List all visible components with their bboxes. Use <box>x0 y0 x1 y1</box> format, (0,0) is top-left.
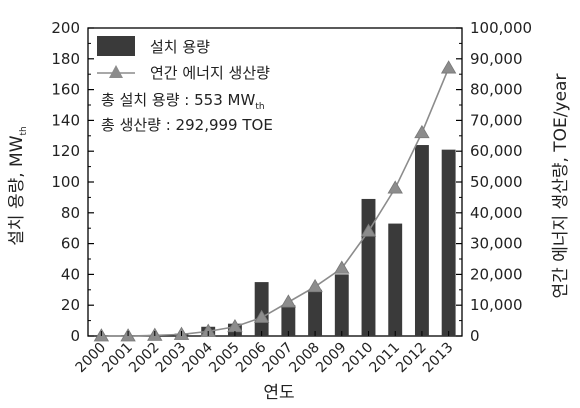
bar-2008 <box>308 289 323 336</box>
left-tick-label: 0 <box>70 327 80 345</box>
x-tick-label: 2001 <box>99 340 136 377</box>
left-tick-label: 160 <box>51 81 80 99</box>
production-point-2011 <box>387 180 403 194</box>
total-production-annotation: 총 생산량 : 292,999 TOE <box>101 116 273 134</box>
left-axis: 0 20 40 60 80 100 120 140 160 180 200 <box>51 19 94 345</box>
production-point-2008 <box>307 278 323 293</box>
left-tick-label: 80 <box>61 204 80 222</box>
left-axis-title-sub: th <box>19 126 29 135</box>
left-tick-label: 40 <box>61 265 80 283</box>
right-tick-label: 60,000 <box>470 142 523 160</box>
x-tick-label: 2012 <box>393 340 430 377</box>
right-axis: 0 10,000 20,000 30,000 40,000 50,000 60,000 70,… <box>456 19 532 345</box>
production-point-2006 <box>253 309 270 323</box>
production-point-2013 <box>440 60 457 74</box>
bar-2007 <box>281 305 296 336</box>
x-axis-title: 연도 <box>263 383 294 403</box>
production-point-2009 <box>334 260 350 274</box>
x-tick-label: 2002 <box>126 340 163 377</box>
right-tick-label: 10,000 <box>470 296 523 314</box>
right-tick-label: 50,000 <box>470 173 523 191</box>
right-tick-label: 70,000 <box>470 111 523 129</box>
production-point-2004 <box>200 323 216 337</box>
bar-2012 <box>414 145 429 336</box>
x-tick-label: 2005 <box>206 340 243 377</box>
bar-2010 <box>361 198 376 336</box>
legend: 설치 용량 연간 에너지 생산량 <box>97 36 270 82</box>
right-tick-label: 80,000 <box>470 81 523 99</box>
x-tick-label: 2004 <box>180 339 217 376</box>
total-capacity-annotation: 총 설치 용량 : 553 MWth <box>101 91 265 112</box>
right-tick-label: 30,000 <box>470 235 523 253</box>
bar-series <box>94 145 456 336</box>
legend-line-label: 연간 에너지 생산량 <box>150 64 270 82</box>
x-tick-label: 2007 <box>260 340 297 377</box>
left-tick-label: 20 <box>61 296 80 314</box>
production-point-2007 <box>280 294 297 308</box>
production-point-2012 <box>414 124 430 139</box>
bar-2013 <box>441 149 456 336</box>
production-point-2010 <box>360 223 377 237</box>
left-tick-label: 120 <box>51 142 80 160</box>
bar-2006 <box>254 282 269 336</box>
legend-bar-swatch <box>97 36 135 56</box>
x-tick-label: 2010 <box>340 340 377 377</box>
right-tick-label: 100,000 <box>470 19 532 37</box>
right-tick-label: 40,000 <box>470 204 523 222</box>
plot-area <box>87 27 463 337</box>
left-axis-title: 설치 용량, MWth <box>7 126 29 245</box>
left-tick-label: 100 <box>51 173 80 191</box>
x-tick-label: 2011 <box>367 340 404 377</box>
x-tick-label: 2009 <box>313 340 350 377</box>
right-tick-label: 0 <box>470 327 480 345</box>
right-tick-label: 90,000 <box>470 50 523 68</box>
left-tick-label: 60 <box>61 235 80 253</box>
legend-bar-label: 설치 용량 <box>150 38 210 56</box>
left-tick-label: 140 <box>51 111 80 129</box>
bar-2009 <box>334 274 349 336</box>
left-tick-label: 180 <box>51 50 80 68</box>
legend-triangle-marker <box>109 65 123 78</box>
total-capacity-text: 총 설치 용량 : 553 MW <box>101 91 255 109</box>
left-tick-label: 200 <box>51 19 80 37</box>
x-tick-label: 2008 <box>286 340 323 377</box>
bar-2011 <box>388 223 403 336</box>
x-tick-label: 2003 <box>153 340 190 377</box>
total-capacity-sub: th <box>255 102 264 112</box>
left-axis-title-main: 설치 용량, MW <box>7 135 27 245</box>
x-tick-label: 2006 <box>233 339 270 376</box>
right-axis-title: 연간 에너지 생산량, TOE/year <box>551 74 571 299</box>
x-tick-label: 2013 <box>420 340 457 377</box>
right-tick-label: 20,000 <box>470 265 523 283</box>
